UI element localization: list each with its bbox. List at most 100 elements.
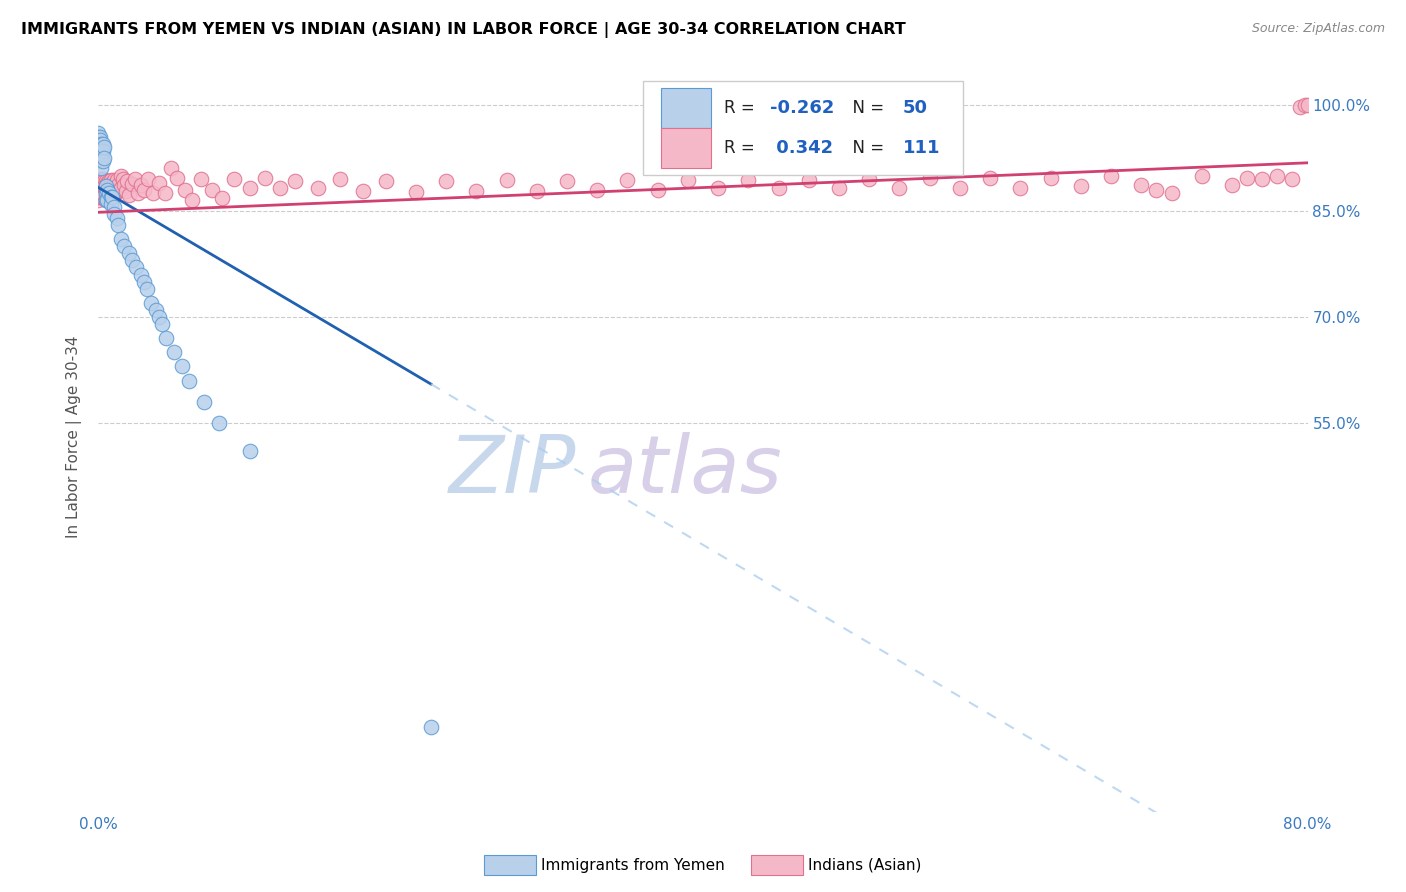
Point: [526, 184, 548, 198]
Point: [107, 218, 129, 232]
Point: [269, 181, 291, 195]
Point: [141, 295, 163, 310]
Point: [112, 178, 135, 192]
Text: R =: R =: [724, 99, 759, 117]
Point: [150, 317, 173, 331]
Point: [352, 184, 374, 198]
Point: [132, 275, 155, 289]
Point: [87, 194, 110, 208]
Point: [94, 194, 117, 208]
Point: [89, 133, 111, 147]
Point: [239, 444, 262, 458]
Point: [145, 302, 167, 317]
Point: [253, 170, 276, 185]
Point: [90, 136, 112, 151]
Text: 50: 50: [903, 99, 928, 117]
Point: [105, 173, 128, 187]
Point: [89, 154, 111, 169]
Point: [124, 172, 146, 186]
Point: [555, 174, 578, 188]
Point: [111, 172, 134, 186]
Point: [90, 179, 112, 194]
Point: [104, 186, 127, 201]
Point: [828, 181, 851, 195]
Point: [93, 151, 115, 165]
Point: [616, 173, 638, 187]
Point: [110, 169, 132, 183]
Point: [224, 172, 246, 186]
Point: [91, 190, 114, 204]
Point: [100, 190, 122, 204]
Point: [420, 720, 443, 734]
Point: [647, 183, 669, 197]
Point: [89, 140, 111, 154]
Point: [125, 260, 148, 275]
Point: [87, 136, 110, 151]
Text: 111: 111: [903, 139, 941, 157]
Point: [110, 181, 132, 195]
Point: [979, 170, 1001, 185]
Point: [96, 183, 118, 197]
Point: [142, 186, 165, 201]
Point: [918, 170, 941, 185]
Point: [94, 184, 117, 198]
Point: [89, 190, 111, 204]
Point: [93, 174, 115, 188]
Point: [768, 181, 790, 195]
Point: [889, 181, 911, 195]
Point: [90, 176, 112, 190]
FancyBboxPatch shape: [643, 81, 963, 175]
Point: [211, 191, 233, 205]
Point: [91, 181, 114, 195]
Point: [858, 172, 880, 186]
Point: [797, 173, 820, 187]
Point: [87, 190, 110, 204]
Point: [91, 144, 114, 158]
Point: [153, 186, 176, 201]
Point: [127, 186, 149, 201]
Point: [87, 147, 110, 161]
Point: [173, 183, 195, 197]
Point: [132, 183, 155, 197]
Point: [405, 185, 427, 199]
Point: [87, 129, 110, 144]
FancyBboxPatch shape: [661, 88, 711, 128]
Point: [90, 144, 112, 158]
Point: [1160, 186, 1182, 201]
Point: [108, 183, 131, 197]
Point: [148, 310, 170, 324]
Point: [465, 184, 488, 198]
Point: [208, 416, 231, 430]
Text: ZIP: ZIP: [449, 432, 576, 510]
Point: [114, 184, 136, 198]
Point: [112, 239, 135, 253]
Point: [91, 172, 114, 186]
Point: [163, 345, 186, 359]
Point: [136, 172, 159, 186]
Point: [93, 140, 115, 154]
Text: Indians (Asian): Indians (Asian): [808, 858, 922, 872]
Point: [1099, 169, 1122, 183]
Point: [91, 136, 114, 151]
Point: [87, 186, 110, 201]
Point: [89, 179, 111, 194]
Point: [1267, 169, 1289, 183]
Point: [586, 183, 609, 197]
Point: [89, 183, 111, 197]
Point: [495, 173, 517, 187]
Point: [91, 177, 114, 191]
Point: [94, 194, 117, 208]
Text: N =: N =: [842, 99, 890, 117]
Point: [1070, 179, 1092, 194]
Point: [374, 174, 396, 188]
Point: [1251, 172, 1274, 186]
Point: [94, 179, 117, 194]
Point: [94, 174, 117, 188]
Text: IMMIGRANTS FROM YEMEN VS INDIAN (ASIAN) IN LABOR FORCE | AGE 30-34 CORRELATION C: IMMIGRANTS FROM YEMEN VS INDIAN (ASIAN) …: [21, 22, 905, 38]
Point: [115, 174, 138, 188]
Point: [181, 194, 204, 208]
Point: [1294, 98, 1316, 112]
Point: [707, 181, 730, 195]
Point: [103, 200, 125, 214]
Point: [105, 211, 128, 225]
